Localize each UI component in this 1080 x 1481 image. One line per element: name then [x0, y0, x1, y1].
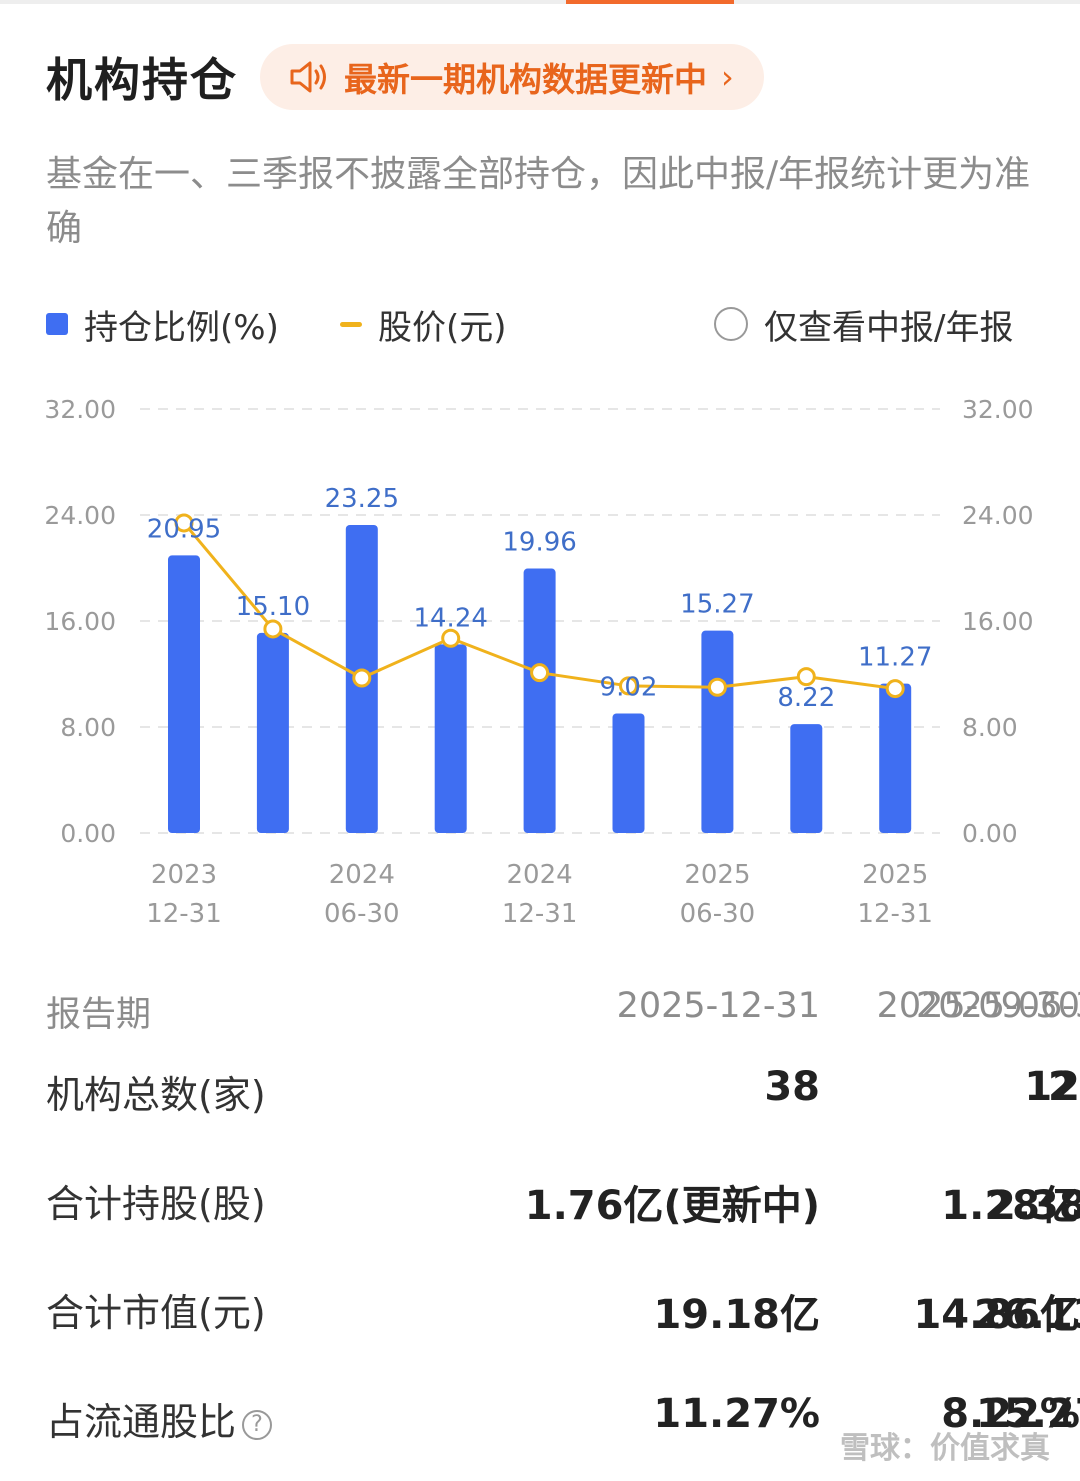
y-left-tick-label: 16.00	[44, 607, 116, 636]
bar-value-label: 19.96	[502, 528, 576, 558]
y-left-tick-label: 24.00	[44, 501, 116, 530]
row-label: 合计持股(股)	[46, 1182, 266, 1226]
x-tick-label: 2025	[862, 860, 928, 890]
section-header: 机构持仓 最新一期机构数据更新中 ›	[46, 42, 764, 112]
price-point	[352, 668, 372, 688]
x-tick-label: 2024	[329, 860, 395, 890]
row-label-with-help: 占流通股比?	[46, 1391, 273, 1446]
y-right-tick-label: 16.00	[962, 607, 1034, 636]
page-title: 机构持仓	[46, 53, 238, 107]
legend-line-label: 股价(元)	[378, 307, 507, 348]
col-header: 2025-06-30	[916, 986, 1080, 1026]
row-label: 占流通股比	[46, 1400, 237, 1444]
price-point	[619, 676, 638, 696]
table-cell: 26.13亿	[974, 1292, 1080, 1338]
price-point	[174, 513, 194, 533]
y-right-tick-label: 32.00	[962, 395, 1034, 424]
x-tick-label: 2024	[507, 860, 573, 890]
bar-swatch-icon	[46, 313, 68, 335]
table-cell: 8.22%	[941, 1391, 1080, 1437]
bar	[879, 683, 912, 833]
row-label: 合计市值(元)	[46, 1291, 266, 1335]
bar	[523, 568, 556, 833]
chevron-right-icon: ›	[721, 58, 734, 96]
watermark-text: 雪球：价值求真	[840, 1431, 1050, 1466]
y-left-tick-label: 0.00	[60, 819, 116, 848]
bar	[256, 632, 289, 833]
active-tab-indicator	[566, 0, 734, 4]
bar-value-label: 23.25	[325, 484, 399, 514]
bar-value-label: 11.27	[858, 643, 932, 673]
holdings-chart: 0.00 8.00 16.00 24.00 32.00 0.00 8.00 16.00 24.0…	[44, 395, 1034, 929]
bar-value-label: 8.22	[777, 683, 835, 713]
bar	[612, 713, 645, 833]
x-tick-label: 12-31	[502, 899, 578, 929]
price-point	[263, 619, 283, 639]
legend-line[interactable]: 股价(元)	[340, 296, 507, 352]
notice-text: 最新一期机构数据更新中	[344, 60, 707, 99]
x-tick-label: 12-31	[857, 899, 933, 929]
table-cell: 15.27%	[976, 1391, 1080, 1437]
speaker-icon	[290, 61, 326, 93]
x-tick-label: 2023	[151, 860, 217, 890]
col-header: 2025-12-31	[616, 986, 820, 1026]
line-swatch-icon	[340, 321, 362, 327]
y-right-tick-label: 8.00	[962, 713, 1018, 742]
table-cell: 1.76亿(更新中)	[524, 1183, 820, 1229]
bar-value-label: 15.27	[680, 590, 754, 620]
bar	[168, 555, 200, 833]
table-cell: 12	[1024, 1064, 1080, 1110]
price-point	[530, 663, 550, 683]
filter-toggle[interactable]: 仅查看中报/年报	[714, 296, 1013, 352]
top-divider	[0, 0, 1080, 4]
price-point	[885, 679, 905, 699]
help-icon[interactable]: ?	[242, 1409, 273, 1440]
filter-label: 仅查看中报/年报	[764, 307, 1014, 348]
period-header: 报告期	[46, 995, 152, 1035]
update-notice-button[interactable]: 最新一期机构数据更新中 ›	[260, 44, 764, 110]
table-cell: 2.38亿	[988, 1183, 1080, 1229]
table-cell: 19.18亿	[653, 1292, 820, 1338]
bar	[790, 724, 823, 833]
table-cell: 21	[1048, 1064, 1080, 1110]
y-right-tick-label: 24.00	[962, 501, 1034, 530]
y-left-tick-label: 8.00	[60, 713, 116, 742]
table-cell: 1.28亿	[941, 1183, 1080, 1229]
bar-value-label: 14.24	[413, 603, 487, 633]
table-cell: 11.27%	[653, 1391, 820, 1437]
row-label: 机构总数(家)	[46, 1073, 266, 1117]
legend-bar[interactable]: 持仓比例(%)	[46, 296, 279, 352]
bar	[701, 630, 734, 833]
bar-value-label: 15.10	[236, 592, 310, 622]
y-left-tick-label: 32.00	[44, 395, 116, 424]
chart-legend: 持仓比例(%) 股价(元) 仅查看中报/年报	[46, 296, 1036, 352]
bar-value-label: 20.95	[147, 514, 221, 544]
holdings-table: 报告期 2025-12-31 2025-09-30 2025-06-30 机构总…	[0, 960, 1080, 1481]
x-tick-label: 06-30	[324, 899, 400, 929]
radio-icon[interactable]	[714, 307, 748, 341]
x-tick-label: 06-30	[680, 899, 756, 929]
col-header: 2025-09-30	[876, 986, 1080, 1026]
bar-value-label: 9.02	[600, 672, 658, 702]
legend-bar-label: 持仓比例(%)	[84, 307, 279, 348]
x-tick-label: 12-31	[146, 899, 222, 929]
price-point	[441, 628, 461, 648]
price-point	[796, 667, 816, 687]
price-point	[707, 677, 727, 697]
table-cell: 38	[764, 1064, 820, 1110]
x-tick-label: 2025	[684, 860, 750, 890]
y-right-tick-label: 0.00	[962, 819, 1018, 848]
bar	[434, 644, 467, 833]
disclosure-note: 基金在一、三季报不披露全部持仓，因此中报/年报统计更为准确	[46, 154, 1031, 249]
table-cell: 14.86亿	[913, 1292, 1080, 1338]
